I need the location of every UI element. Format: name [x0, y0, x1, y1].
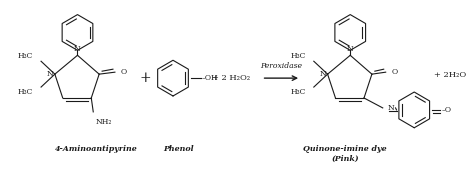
Text: +: +: [140, 71, 151, 85]
Text: + 2 H₂O₂: + 2 H₂O₂: [212, 74, 251, 82]
Text: NH₂: NH₂: [95, 118, 111, 126]
Text: H₃C: H₃C: [18, 88, 33, 96]
Text: (Pink): (Pink): [331, 155, 359, 163]
Text: Quinone-imine dye: Quinone-imine dye: [303, 145, 387, 153]
Text: N: N: [74, 45, 81, 53]
Text: Peroxidase: Peroxidase: [260, 62, 302, 70]
Text: O: O: [121, 68, 127, 76]
Text: N: N: [388, 104, 394, 112]
Text: O: O: [392, 68, 398, 76]
Text: H₃C: H₃C: [291, 88, 306, 96]
Text: –O: –O: [442, 106, 452, 114]
Text: H₃C: H₃C: [291, 52, 306, 60]
Text: 4-Aminoantipyrine: 4-Aminoantipyrine: [55, 145, 137, 153]
Text: + 2H₂O: + 2H₂O: [434, 71, 466, 79]
Text: N: N: [47, 70, 54, 78]
Text: N: N: [320, 70, 327, 78]
Text: –OH: –OH: [201, 74, 218, 82]
Text: N: N: [347, 45, 354, 53]
Text: Phenol: Phenol: [163, 145, 194, 153]
Text: H₃C: H₃C: [18, 52, 33, 60]
